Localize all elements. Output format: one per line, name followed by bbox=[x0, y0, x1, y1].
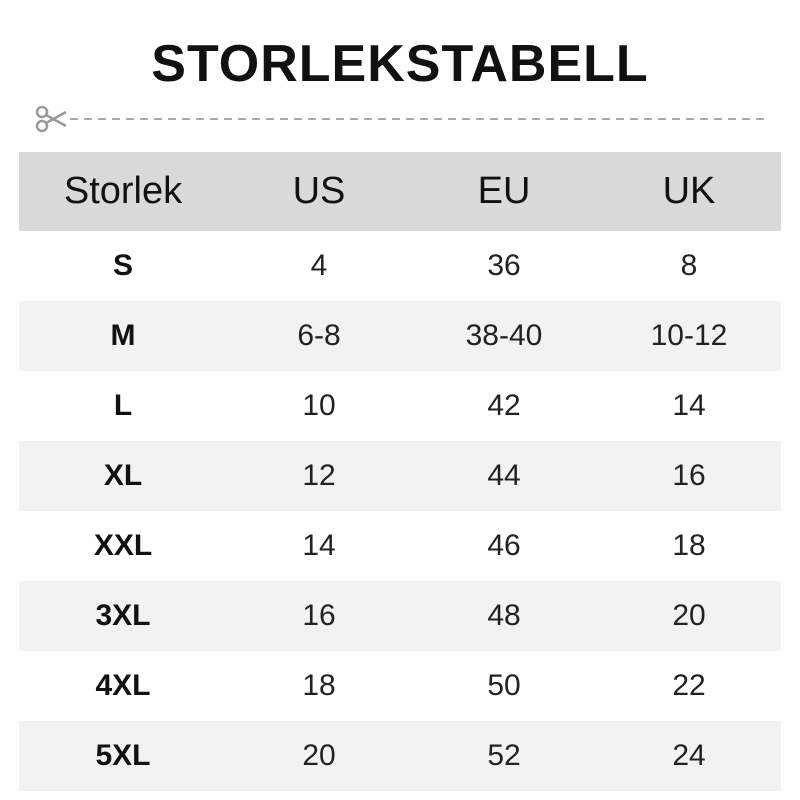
cell-eu: 38-40 bbox=[465, 319, 543, 352]
table-row: XL 12 44 16 bbox=[19, 441, 781, 511]
cell-us: 4 bbox=[310, 249, 328, 282]
cell-uk: 24 bbox=[672, 739, 706, 772]
cell-eu: 44 bbox=[487, 459, 521, 492]
cell-size: XL bbox=[103, 459, 143, 492]
table-row: S 4 36 8 bbox=[19, 231, 781, 301]
cell-size: 3XL bbox=[95, 599, 151, 632]
scissors-icon bbox=[35, 105, 67, 133]
cell-uk: 14 bbox=[672, 389, 706, 422]
cell-us: 14 bbox=[302, 529, 336, 562]
table-row: 3XL 16 48 20 bbox=[19, 581, 781, 651]
table-row: 5XL 20 52 24 bbox=[19, 721, 781, 791]
cell-size: 4XL bbox=[95, 669, 151, 702]
header-size: Storlek bbox=[63, 170, 183, 212]
cell-us: 12 bbox=[302, 459, 336, 492]
cell-eu: 52 bbox=[487, 739, 521, 772]
table-header-row: Storlek US EU UK bbox=[19, 152, 781, 231]
header-eu: EU bbox=[477, 170, 531, 212]
cell-us: 16 bbox=[302, 599, 336, 632]
size-table: Storlek US EU UK S 4 36 8 M 6-8 38-40 10-12 L 10 4… bbox=[19, 152, 781, 791]
cut-line bbox=[35, 105, 766, 133]
cell-eu: 36 bbox=[487, 249, 521, 282]
header-us: US bbox=[292, 170, 346, 212]
cell-uk: 10-12 bbox=[650, 319, 728, 352]
cell-uk: 8 bbox=[680, 249, 698, 282]
cell-eu: 42 bbox=[487, 389, 521, 422]
cell-uk: 20 bbox=[672, 599, 706, 632]
cell-uk: 16 bbox=[672, 459, 706, 492]
cell-size: L bbox=[113, 389, 133, 422]
page-title: STORLEKSTABELL bbox=[151, 35, 649, 93]
cell-uk: 18 bbox=[672, 529, 706, 562]
cell-us: 20 bbox=[302, 739, 336, 772]
cell-size: XXL bbox=[93, 529, 153, 562]
table-row: 4XL 18 50 22 bbox=[19, 651, 781, 721]
cell-us: 6-8 bbox=[297, 319, 341, 352]
cell-size: 5XL bbox=[95, 739, 151, 772]
cell-eu: 46 bbox=[487, 529, 521, 562]
cell-us: 18 bbox=[302, 669, 336, 702]
cell-size: M bbox=[110, 319, 136, 352]
cell-eu: 48 bbox=[487, 599, 521, 632]
table-row: L 10 42 14 bbox=[19, 371, 781, 441]
cell-eu: 50 bbox=[487, 669, 521, 702]
cell-uk: 22 bbox=[672, 669, 706, 702]
table-row: M 6-8 38-40 10-12 bbox=[19, 301, 781, 371]
cell-size: S bbox=[112, 249, 133, 282]
header-uk: UK bbox=[662, 170, 716, 212]
cell-us: 10 bbox=[302, 389, 336, 422]
table-row: XXL 14 46 18 bbox=[19, 511, 781, 581]
